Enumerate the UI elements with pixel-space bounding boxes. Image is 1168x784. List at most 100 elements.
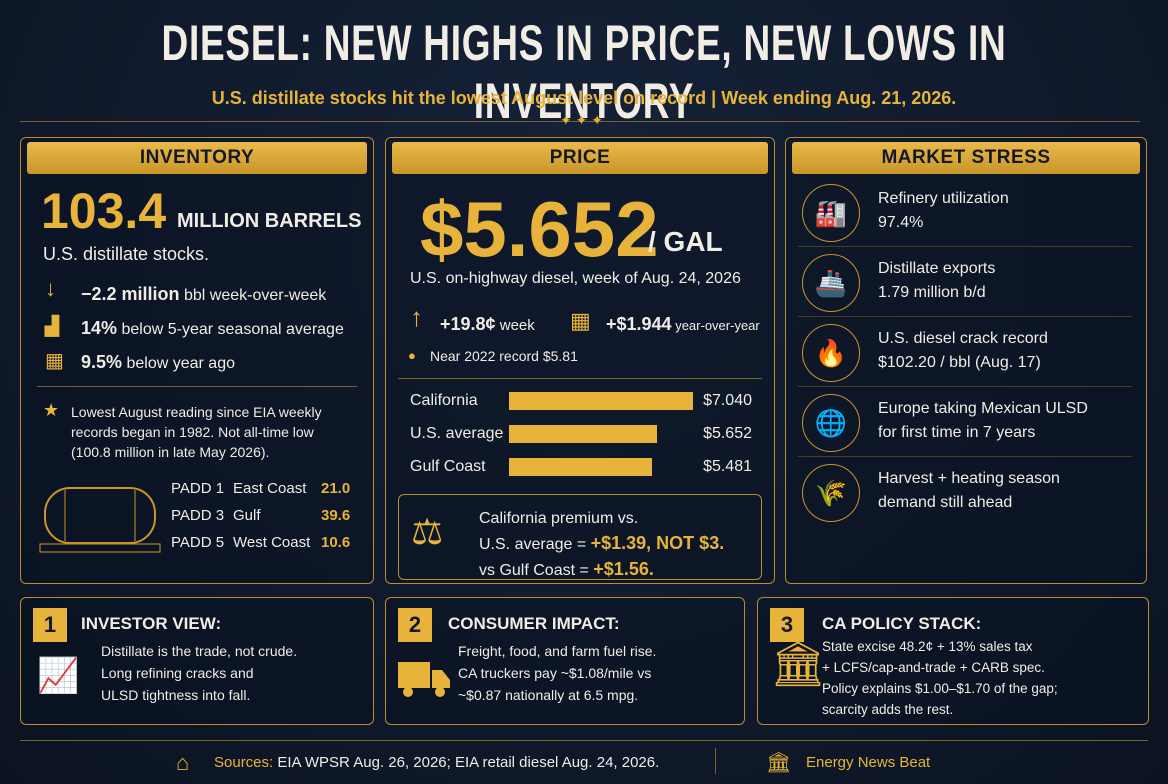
- premium-text: California premium vs. U.S. average = +$…: [479, 507, 724, 583]
- line: Freight, food, and farm fuel rise.: [458, 643, 657, 659]
- ornament: ✦ ✦ ✦: [560, 112, 603, 128]
- sources: Sources: EIA WPSR Aug. 26, 2026; EIA ret…: [214, 754, 659, 771]
- item-title: Europe taking Mexican ULSD: [878, 400, 1088, 417]
- change: +$1.944 year-over-year: [606, 314, 760, 335]
- padd-value: 39.6: [321, 507, 351, 524]
- stat-value: 14%: [81, 318, 118, 338]
- icon: ●: [408, 348, 416, 363]
- stat-value: 9.5%: [81, 352, 123, 372]
- panel-heading: INVENTORY: [27, 142, 367, 174]
- card: 3 CA POLICY STACK: 🏛 State excise 48.2¢ …: [757, 597, 1149, 725]
- item-detail: for first time in 7 years: [878, 424, 1036, 441]
- icon: 🚢: [802, 254, 860, 312]
- card-text: Freight, food, and farm fuel rise. CA tru…: [458, 640, 656, 706]
- card-number: 1: [33, 608, 67, 642]
- bar-label: Gulf Coast: [410, 458, 486, 475]
- stat-value: −2.2 million: [81, 284, 180, 304]
- bar: [509, 458, 653, 476]
- line: ULSD tightness into fall.: [101, 687, 251, 703]
- stat-text: bbl week-over-week: [184, 287, 327, 304]
- item-title: Distillate exports: [878, 260, 996, 277]
- icon: ★: [43, 400, 60, 420]
- icon: ▦: [45, 350, 64, 372]
- description: U.S. on-highway diesel, week of Aug. 24,…: [410, 270, 741, 287]
- padd-area: Gulf: [233, 507, 261, 524]
- market-panel: MARKET STRESS 🏭 Refinery utilization 97.4%…: [785, 137, 1147, 584]
- line: Long refining cracks and: [101, 665, 254, 681]
- icon: ↑: [410, 302, 423, 332]
- tank-icon: [39, 487, 161, 553]
- item-detail: 1.79 million b/d: [878, 284, 986, 301]
- line: CA truckers pay ~$1.08/mile vs: [458, 665, 652, 681]
- bar-value: $7.040: [703, 392, 752, 409]
- line: State excise 48.2¢ + 13% sales tax: [822, 639, 1033, 654]
- item-detail: $102.20 / bbl (Aug. 17): [878, 354, 1041, 371]
- text: U.S. average =: [479, 536, 587, 553]
- premium-line: California premium vs.: [479, 510, 639, 527]
- divider: [398, 378, 762, 379]
- padd-area: West Coast: [233, 534, 311, 551]
- stat: 14% below 5-year seasonal average: [81, 318, 344, 339]
- bar-label: California: [410, 392, 478, 409]
- icon: 🏭: [802, 184, 860, 242]
- item-detail: 97.4%: [878, 214, 924, 231]
- card-number: 2: [398, 608, 432, 642]
- stat: −2.2 million bbl week-over-week: [81, 284, 326, 305]
- card: 1 INVESTOR VIEW: 📈 Distillate is the tra…: [20, 597, 374, 725]
- card-title: CA POLICY STACK:: [822, 614, 982, 633]
- premium-line: U.S. average = +$1.39, NOT $3.: [479, 531, 724, 557]
- line: + LCFS/cap-and-trade + CARB spec.: [822, 660, 1045, 675]
- premium-line: vs Gulf Coast = +$1.56.: [479, 557, 724, 583]
- highlight: +$1.56.: [593, 559, 654, 579]
- line: scarcity adds the rest.: [822, 702, 954, 717]
- sources-label: Sources:: [214, 754, 274, 771]
- padd-region: PADD 5: [171, 534, 225, 551]
- note: Lowest August reading since EIA weekly r…: [71, 404, 322, 460]
- record: Near 2022 record $5.81: [430, 348, 578, 364]
- price-bars: California $7.040 U.S. average $5.652 Gulf C…: [386, 390, 774, 490]
- item-detail: demand still ahead: [878, 494, 1013, 511]
- item-title: Refinery utilization: [878, 190, 1009, 207]
- bar: [509, 392, 693, 410]
- unit: / GAL: [648, 226, 723, 257]
- divider: [798, 386, 1132, 387]
- padd-value: 10.6: [321, 534, 351, 551]
- divider: [715, 748, 716, 774]
- divider: [798, 246, 1132, 247]
- stat: 9.5% below year ago: [81, 352, 235, 373]
- big-number: 103.4: [41, 183, 167, 239]
- panel-heading: PRICE: [392, 142, 768, 174]
- icon: 🌾: [802, 464, 860, 522]
- icon: ⌂: [176, 750, 190, 775]
- card-text: State excise 48.2¢ + 13% sales tax + LCFS…: [822, 636, 1058, 720]
- padd-value: 21.0: [321, 480, 351, 497]
- price-panel: PRICE $5.652 / GAL U.S. on-highway diese…: [385, 137, 775, 584]
- bar-label: U.S. average: [410, 425, 504, 442]
- icon: 🏛: [766, 752, 792, 774]
- icon: ⚖: [411, 511, 444, 552]
- divider: [798, 456, 1132, 457]
- item-title: U.S. diesel crack record: [878, 330, 1048, 347]
- inventory-panel: INVENTORY 103.4 MILLION BARRELS U.S. dis…: [20, 137, 374, 584]
- padd-region: PADD 3: [171, 507, 225, 524]
- truck-icon: [398, 662, 450, 697]
- divider: [20, 740, 1148, 741]
- padd-area: East Coast: [233, 480, 307, 497]
- divider: [798, 316, 1132, 317]
- icon: ▦: [570, 308, 591, 333]
- bar-value: $5.652: [703, 425, 752, 442]
- bar: [509, 425, 657, 443]
- icon: 🔥: [802, 324, 860, 382]
- padd-region: PADD 1: [171, 480, 225, 497]
- icon: ▟: [45, 316, 59, 336]
- panel-heading: MARKET STRESS: [792, 142, 1140, 174]
- icon: 🌐: [802, 394, 860, 452]
- subtitle: U.S. distillate stocks hit the lowest Au…: [211, 88, 957, 108]
- card-title: CONSUMER IMPACT:: [448, 614, 620, 633]
- line: ~$0.87 nationally at 6.5 mpg.: [458, 687, 639, 703]
- title: DIESEL: NEW HIGHS IN PRICE, NEW LOWS IN …: [161, 15, 1007, 129]
- change-value: +$1.944: [606, 314, 672, 334]
- text: vs Gulf Coast =: [479, 562, 589, 579]
- card: 2 CONSUMER IMPACT: Freight, food, and fa…: [385, 597, 745, 725]
- card-title: INVESTOR VIEW:: [81, 614, 222, 633]
